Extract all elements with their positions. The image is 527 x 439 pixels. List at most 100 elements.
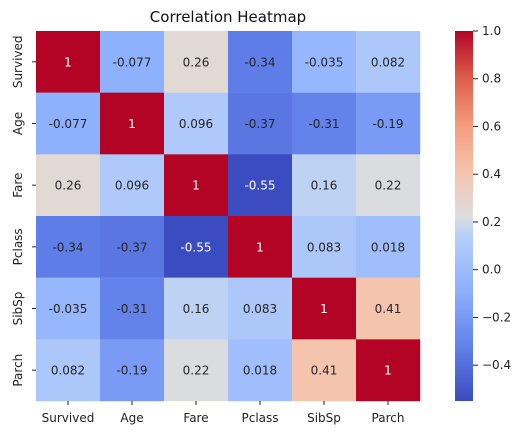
heatmap-cell (164, 92, 229, 155)
heatmap-cell (36, 277, 101, 340)
heatmap-cell-label: -0.31 (308, 117, 339, 131)
heatmap-cell-label: 0.16 (311, 179, 338, 193)
x-axis: Survived Age Fare Pclass SibSp Parch (42, 401, 405, 425)
heatmap-cell-label: 0.096 (115, 179, 149, 193)
heatmap-cell-labels: 1 -0.077 0.26 -0.34 -0.035 0.082 -0.077 1 0.096 -… (49, 55, 406, 377)
heatmap-cell (36, 339, 101, 402)
x-axis-tick-label: Survived (42, 411, 95, 425)
chart-title: Correlation Heatmap (150, 8, 306, 26)
heatmap-cell-label: 1 (192, 179, 200, 193)
colorbar: 1.0 0.8 0.6 0.4 0.2 0.0 −0.2 −0.4 (455, 24, 511, 401)
colorbar-tick-label: 0.2 (482, 215, 501, 229)
heatmap-cell (164, 31, 229, 93)
heatmap-cell (356, 154, 421, 217)
heatmap-cell-label: 0.26 (183, 55, 210, 69)
heatmap-cell-label: -0.37 (244, 117, 275, 131)
heatmap-cells (36, 31, 421, 402)
y-axis-tick-label: Age (11, 112, 25, 135)
y-axis-tick-label: Survived (11, 35, 25, 88)
colorbar-tick-label: 0.8 (482, 72, 501, 86)
heatmap-cell (100, 92, 165, 155)
heatmap-cell-label: 1 (256, 240, 264, 254)
heatmap-cell (164, 277, 229, 340)
colorbar-gradient (455, 31, 473, 401)
heatmap-cell (100, 154, 165, 217)
heatmap-cell-label: -0.55 (180, 240, 211, 254)
colorbar-tick-label: 1.0 (482, 24, 501, 38)
heatmap-cell-label: -0.077 (113, 55, 152, 69)
heatmap-cell (356, 31, 421, 93)
heatmap-cell (292, 154, 357, 217)
colorbar-ticks: 1.0 0.8 0.6 0.4 0.2 0.0 −0.2 −0.4 (473, 24, 511, 372)
heatmap-cell (356, 216, 421, 278)
y-axis-tick-label: Fare (11, 173, 25, 198)
heatmap-cell-label: 1 (64, 55, 72, 69)
heatmap-cell (228, 339, 293, 402)
heatmap-cell-label: 0.41 (311, 364, 338, 378)
heatmap-cell-label: -0.035 (305, 55, 344, 69)
y-axis-tick-label: Pclass (11, 228, 25, 265)
heatmap-cell-label: -0.37 (116, 240, 147, 254)
x-axis-tick-label: Pclass (241, 411, 278, 425)
heatmap-cell (36, 154, 101, 217)
heatmap-cell (100, 277, 165, 340)
heatmap-cell-label: 0.083 (307, 240, 341, 254)
heatmap-cell (292, 92, 357, 155)
heatmap-cell-label: 0.083 (243, 302, 277, 316)
x-axis-tick-label: Age (120, 411, 143, 425)
colorbar-tick-label: −0.4 (482, 358, 511, 372)
y-axis-tick-label: SibSp (11, 292, 25, 326)
heatmap-cell-label: 0.16 (183, 302, 210, 316)
heatmap-cell (356, 277, 421, 340)
heatmap-cell (356, 92, 421, 155)
heatmap-cell-label: 0.018 (243, 364, 277, 378)
y-axis: Survived Age Fare Pclass SibSp Parch (11, 35, 36, 387)
colorbar-tick-label: 0.0 (482, 263, 501, 277)
heatmap-cell (100, 339, 165, 402)
heatmap-cell-label: -0.19 (116, 364, 147, 378)
heatmap-cell (36, 31, 101, 93)
heatmap-cell-label: 0.26 (55, 179, 82, 193)
heatmap-cell-label: -0.34 (244, 55, 275, 69)
heatmap-cell (228, 154, 293, 217)
heatmap-cell-label: -0.31 (116, 302, 147, 316)
colorbar-tick-label: 0.6 (482, 119, 501, 133)
heatmap-cell-label: 0.082 (51, 364, 85, 378)
x-axis-tick-label: Parch (372, 411, 405, 425)
heatmap-cell-label: 0.018 (371, 240, 405, 254)
heatmap-cell (164, 339, 229, 402)
heatmap-cell (36, 92, 101, 155)
heatmap-cell (356, 339, 421, 402)
heatmap-cell-label: -0.55 (244, 179, 275, 193)
x-axis-tick-label: SibSp (307, 411, 341, 425)
heatmap-cell-label: -0.035 (49, 302, 88, 316)
heatmap-cell (100, 31, 165, 93)
heatmap-cell-label: 1 (128, 117, 136, 131)
heatmap-cell-label: -0.34 (52, 240, 83, 254)
heatmap-cell-label: 0.082 (371, 55, 405, 69)
heatmap-cell (292, 31, 357, 93)
heatmap-cell-label: 1 (320, 302, 328, 316)
heatmap-cell (36, 216, 101, 278)
heatmap-cell (292, 277, 357, 340)
heatmap-cell-label: 0.096 (179, 117, 213, 131)
heatmap-cell (292, 216, 357, 278)
heatmap-cell-label: -0.077 (49, 117, 88, 131)
heatmap-cell-label: 0.22 (183, 364, 210, 378)
x-axis-tick-label: Fare (183, 411, 208, 425)
y-axis-tick-label: Parch (11, 354, 25, 387)
heatmap-cell (228, 277, 293, 340)
heatmap-cell-label: 0.22 (375, 179, 402, 193)
heatmap-cell (164, 216, 229, 278)
heatmap-cell (100, 216, 165, 278)
heatmap-cell (164, 154, 229, 217)
heatmap-cell (228, 31, 293, 93)
colorbar-tick-label: 0.4 (482, 167, 501, 181)
heatmap-cell (292, 339, 357, 402)
colorbar-tick-label: −0.2 (482, 310, 511, 324)
heatmap-cell-label: 0.41 (375, 302, 402, 316)
heatmap-cell (228, 92, 293, 155)
heatmap-cell-label: 1 (384, 364, 392, 378)
